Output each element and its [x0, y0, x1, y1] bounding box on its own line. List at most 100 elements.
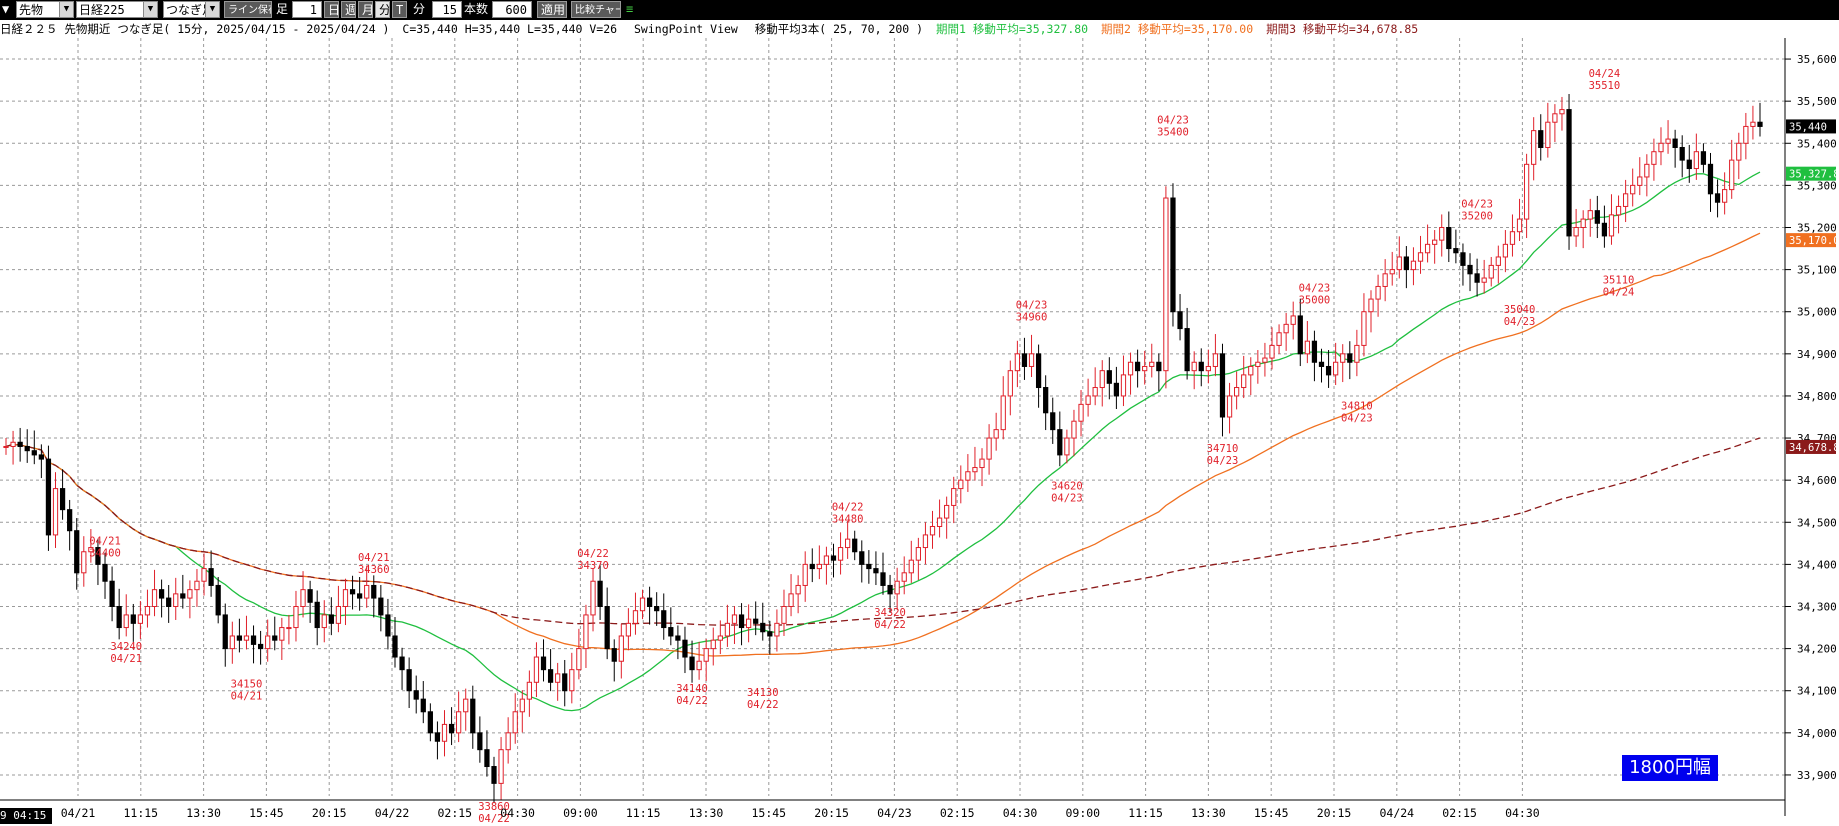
candle-body [1686, 159, 1692, 170]
candle-body [1403, 256, 1409, 271]
candle-body [788, 593, 794, 607]
candle-body [1142, 365, 1148, 372]
corner-menu-icon[interactable]: ▼ [2, 2, 10, 16]
market-select[interactable]: 先物 ▼ [16, 1, 74, 18]
candle-body [894, 580, 900, 595]
x-tick-label: 20:15 [1317, 806, 1352, 820]
x-tick-label: 04/21 [61, 806, 96, 820]
candle-body [448, 723, 455, 734]
candle-body [887, 584, 893, 595]
price-chart[interactable]: 04/21344003424004/213415004/2104/2134360… [0, 38, 1839, 826]
swing-high-price: 35000 [1299, 295, 1331, 307]
period-button-week[interactable]: 週 [341, 1, 356, 18]
candle-body [45, 458, 52, 536]
minute-label: 分 [413, 2, 426, 16]
swing-low-date: 04/22 [478, 813, 510, 825]
swing-low-price: 35110 [1603, 274, 1635, 286]
candle-body [986, 437, 992, 460]
count-value-input[interactable]: 600 [492, 1, 532, 18]
candle-body [300, 589, 306, 608]
period-button-month[interactable]: 月 [358, 1, 373, 18]
apply-button[interactable]: 適用 [537, 1, 567, 18]
foot-value-input[interactable]: 1 [292, 1, 322, 18]
candle-body [1559, 109, 1565, 115]
candle-body [873, 568, 879, 574]
candle-body [1481, 277, 1487, 283]
candle-body [979, 458, 985, 469]
candle-body [1361, 311, 1367, 346]
candle-body [38, 454, 44, 460]
x-tick-label: 02:15 [437, 806, 472, 820]
candle-body [1722, 189, 1728, 203]
candle-body [1120, 374, 1127, 397]
candle-body [24, 445, 30, 452]
candle-body [1092, 387, 1098, 397]
swing-high-date: 04/22 [832, 502, 864, 514]
candle-body [731, 614, 738, 624]
candle-body [618, 635, 624, 662]
swing-high-price: 34400 [89, 547, 121, 559]
line-save-button[interactable]: ライン保存 [224, 1, 272, 18]
candle-body [1502, 243, 1509, 258]
candle-body [1750, 121, 1756, 127]
foot-label: 足 [276, 2, 289, 16]
swing-low-date: 04/22 [747, 699, 779, 711]
period-button-day[interactable]: 日 [324, 1, 339, 18]
swing-low-price: 34620 [1051, 481, 1083, 493]
candle-body [491, 766, 497, 784]
y-tick-label: 35,200 [1797, 222, 1837, 235]
candle-body [250, 635, 257, 645]
ma1-tag-bg [1786, 166, 1836, 181]
x-tick-label: 15:45 [1254, 806, 1289, 820]
candle-body [342, 589, 349, 608]
x-tick-label: 11:15 [123, 806, 158, 820]
compare-chart-button[interactable]: 比較チャート [571, 1, 621, 18]
candle-body [1693, 151, 1699, 170]
x-tick-label: 15:45 [249, 806, 284, 820]
candle-body [866, 563, 872, 570]
candle-body [81, 551, 87, 574]
candle-body [1736, 142, 1742, 161]
candle-body [1000, 395, 1006, 431]
candle-body [349, 589, 356, 595]
settings-icon[interactable]: ≡ [626, 2, 634, 16]
swing-low-date: 04/23 [1051, 493, 1083, 505]
candle-body [67, 509, 73, 532]
candle-body [590, 580, 596, 616]
candle-body [293, 606, 299, 629]
x-tick-label: 09:00 [1065, 806, 1100, 820]
candle-body [682, 639, 688, 658]
period-button-minute[interactable]: 分 [375, 1, 390, 18]
candle-body [1241, 374, 1247, 389]
candle-body [823, 555, 830, 565]
index-select[interactable]: 日経225 ▼ [76, 1, 158, 18]
candle-body [74, 530, 80, 574]
candle-body [52, 488, 59, 536]
candle-body [463, 698, 469, 713]
minute-value-input[interactable]: 15 [432, 1, 462, 18]
candle-body [166, 597, 172, 607]
candle-body [837, 547, 844, 561]
candle-body [314, 601, 320, 629]
continuous-select[interactable]: つなぎ足 ▼ [163, 1, 220, 18]
candle-body [1580, 218, 1586, 228]
candle-body [569, 669, 575, 692]
y-tick-label: 35,000 [1797, 306, 1837, 319]
chevron-down-icon: ▼ [205, 2, 219, 17]
candle-body [151, 589, 158, 608]
candle-body [1212, 353, 1219, 367]
candle-body [661, 610, 667, 629]
candle-body [512, 711, 518, 734]
candle-body [1184, 328, 1190, 372]
candle-body [1644, 163, 1650, 178]
period-button-tick[interactable]: T [392, 1, 407, 18]
candle-body [533, 656, 540, 683]
candle-body [1248, 365, 1254, 376]
y-tick-label: 34,600 [1797, 474, 1837, 487]
y-tick-label: 35,300 [1797, 179, 1837, 192]
candle-body [519, 698, 525, 713]
ma1-info: 期間1 移動平均=35,327.80 [936, 22, 1089, 36]
y-tick-label: 34,400 [1797, 558, 1837, 571]
candle-body [1573, 227, 1579, 237]
candle-body [102, 563, 108, 582]
